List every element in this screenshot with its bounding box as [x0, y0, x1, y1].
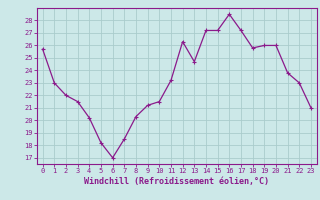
X-axis label: Windchill (Refroidissement éolien,°C): Windchill (Refroidissement éolien,°C): [84, 177, 269, 186]
